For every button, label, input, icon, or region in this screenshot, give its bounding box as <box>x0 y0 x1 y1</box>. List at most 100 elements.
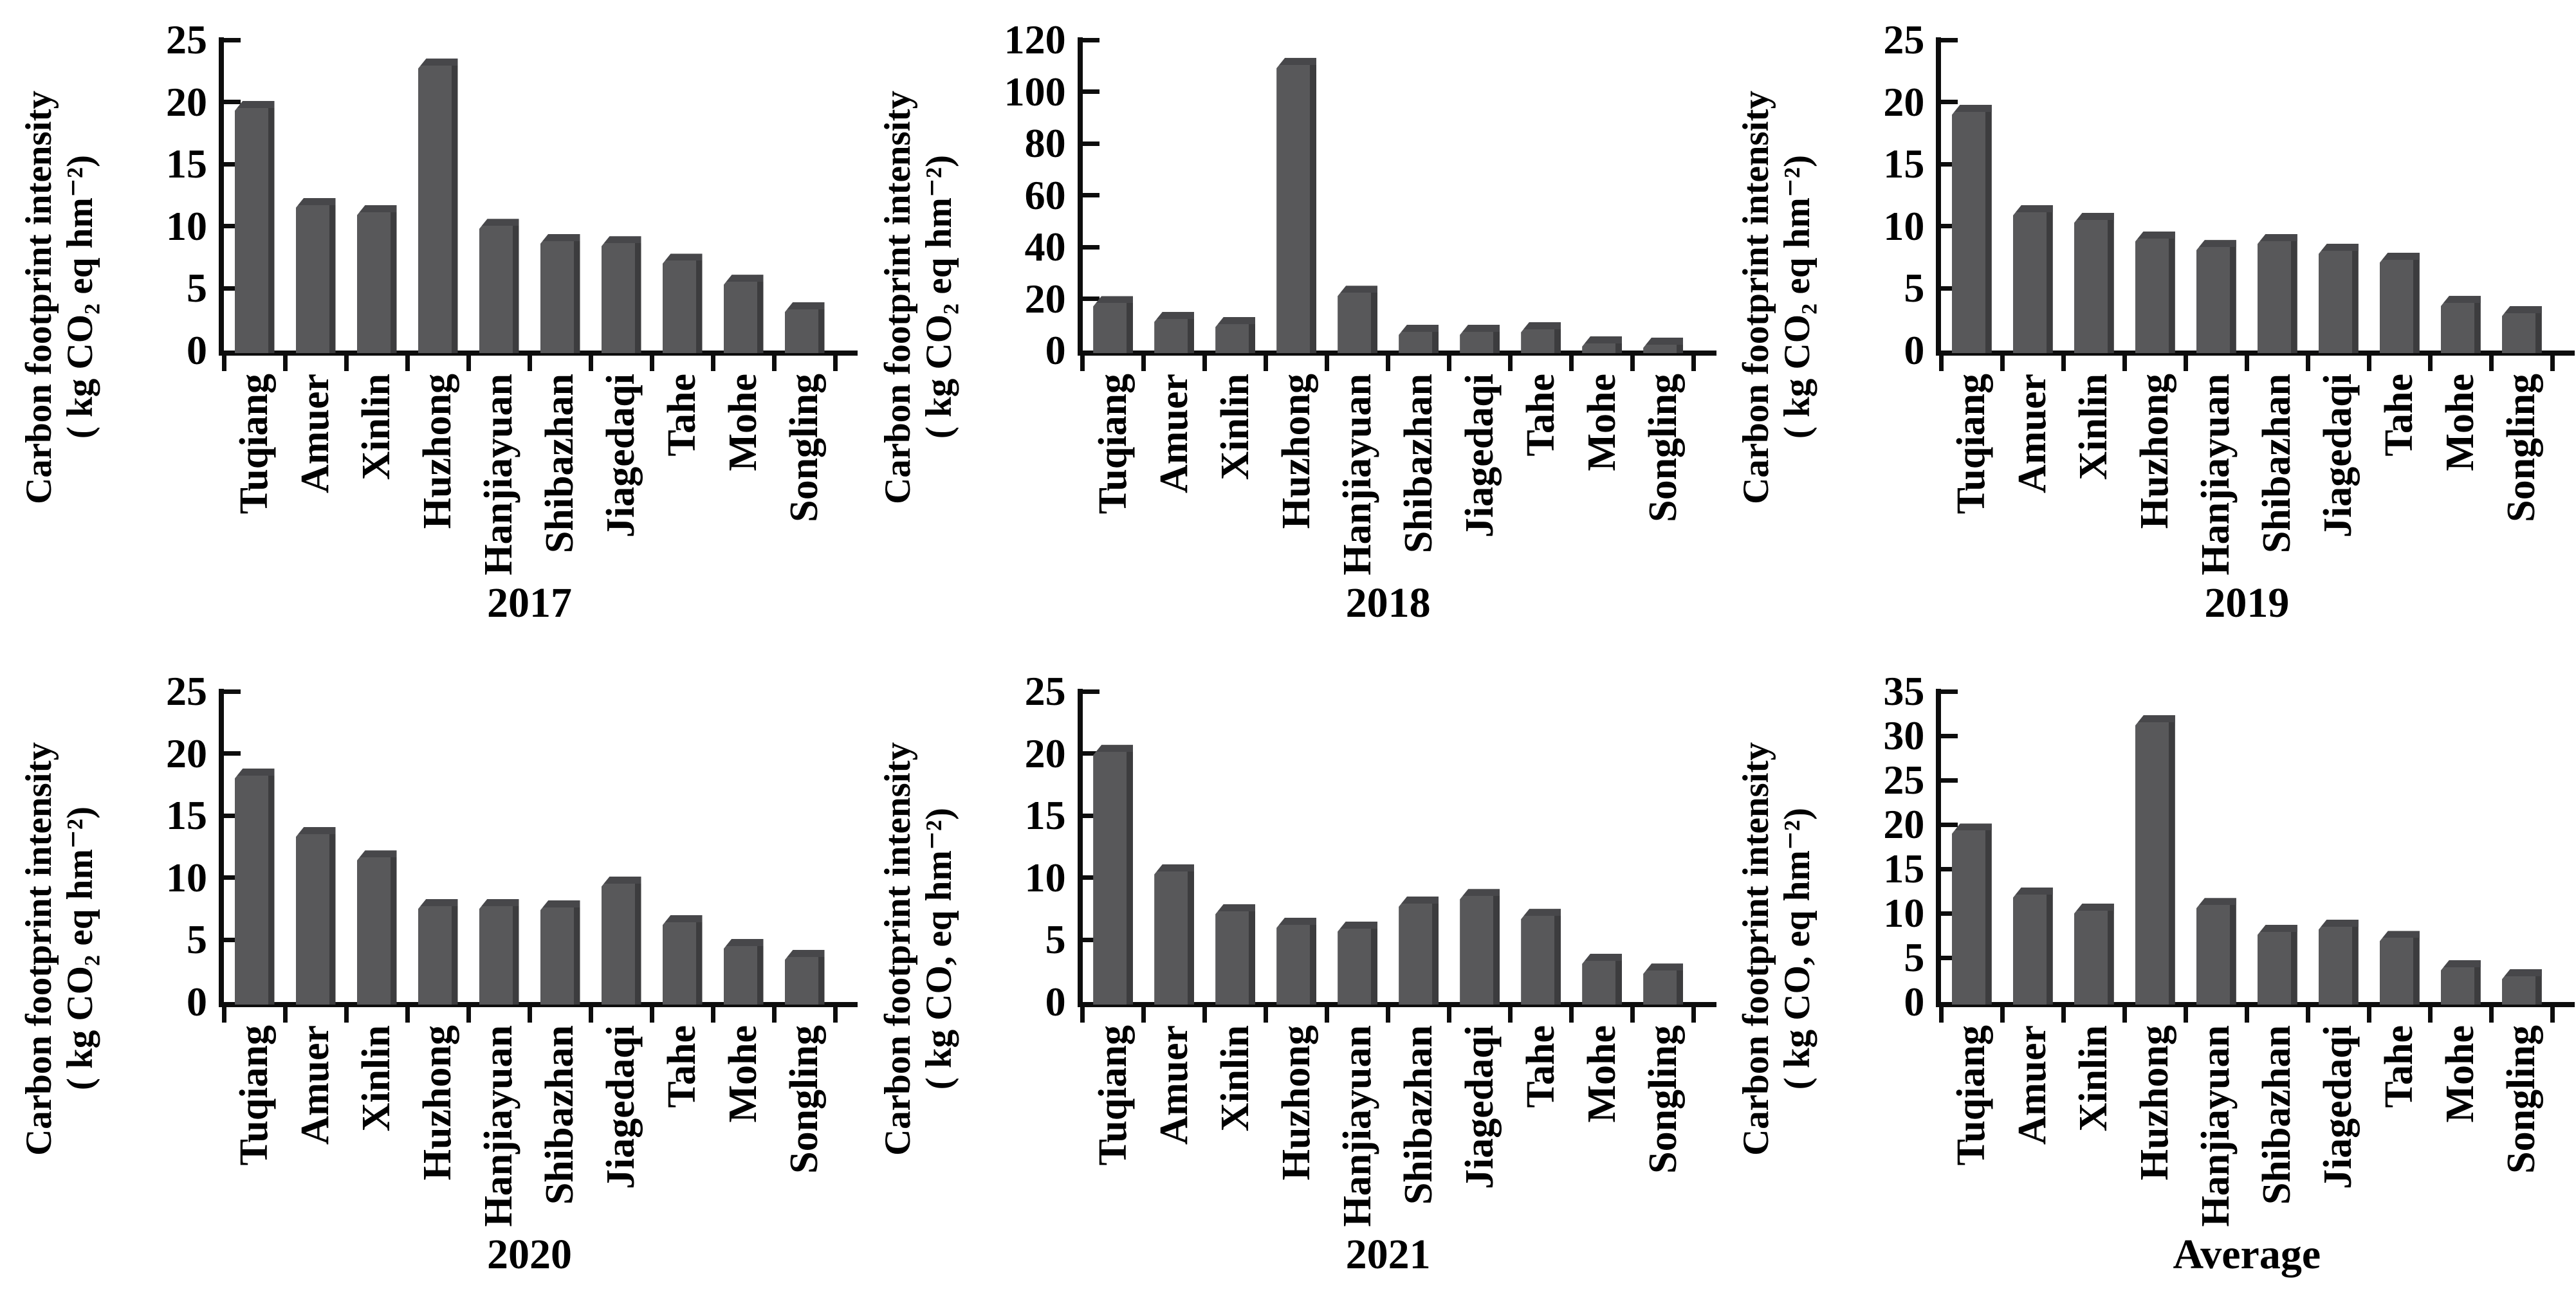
y-tick-label: 20 <box>166 78 207 125</box>
y-axis-tick-mark <box>224 875 241 880</box>
y-tick-label: 5 <box>187 265 207 311</box>
x-category-label-text: Tuqiang <box>232 374 276 515</box>
x-axis-tick-mark <box>2244 1007 2249 1023</box>
x-category-label-text: Tahe <box>2377 374 2422 457</box>
y-tick-label: 15 <box>166 792 207 839</box>
x-axis-tick-mark <box>2183 1007 2188 1023</box>
x-category-label-tahe: Tahe <box>1511 374 1572 605</box>
x-category-label-text: Hanjiayuan <box>2194 374 2238 576</box>
x-category-label-hanjiayuan: Hanjiayuan <box>1327 1025 1388 1257</box>
x-category-label-xinlin: Xinlin <box>2063 374 2124 605</box>
x-category-label-jiagedaqi: Jiagedaqi <box>2308 374 2369 605</box>
x-category-label-tuqiang: Tuqiang <box>1083 374 1144 605</box>
y-axis-tick-mark <box>224 286 241 291</box>
x-category-label-songling: Songling <box>2491 374 2552 605</box>
x-axis-tick-mark <box>405 1007 410 1023</box>
y-axis-tick-mark <box>1941 733 1958 738</box>
bar-xinlin <box>356 850 397 1005</box>
x-axis-tick-mark <box>1080 1007 1085 1023</box>
x-category-label-text: Shibazhan <box>538 374 582 554</box>
bar-shibazhan <box>1399 324 1439 353</box>
x-category-label-text: Jiagedaqi <box>599 374 643 538</box>
x-category-label-text: Songling <box>2499 1025 2544 1174</box>
y-axis-tick-mark <box>224 161 241 167</box>
x-category-label-text: Songling <box>782 1025 826 1174</box>
x-category-label-tahe: Tahe <box>2369 1025 2430 1257</box>
x-category-label-amuer: Amuer <box>2002 374 2063 605</box>
bar-huzhong <box>1276 917 1317 1005</box>
x-category-label-text: Jiagedaqi <box>599 1025 643 1189</box>
bar-huzhong <box>1276 58 1317 353</box>
x-category-label-text: Huzhong <box>1274 1025 1318 1181</box>
bar-xinlin <box>2074 903 2114 1005</box>
bar-hanjiayuan <box>1338 921 1378 1005</box>
x-category-label-amuer: Amuer <box>1144 1025 1205 1257</box>
x-axis-tick-mark <box>2122 356 2127 371</box>
y-tick-label: 15 <box>166 141 207 187</box>
x-axis-title: 2019 <box>2204 579 2290 626</box>
x-axis-tick-mark <box>833 356 838 371</box>
y-axis-tick-mark <box>1941 822 1958 827</box>
x-axis-tick-mark <box>344 1007 349 1023</box>
y-tick-label: 0 <box>1904 327 1925 373</box>
bar-huzhong <box>418 898 458 1005</box>
y-axis-tick-mark <box>224 751 241 756</box>
y-tick-label: 5 <box>187 916 207 963</box>
x-category-label-text: Xinlin <box>2072 374 2116 480</box>
bar-songling <box>1643 963 1684 1005</box>
bar-songling <box>1643 337 1684 353</box>
x-category-label-text: Tahe <box>660 1025 704 1108</box>
x-category-label-songling: Songling <box>774 374 835 605</box>
x-category-label-text: Hanjiayuan <box>1335 374 1379 576</box>
x-category-label-text: Hanjiayuan <box>477 1025 520 1227</box>
y-axis-tick-mark <box>224 100 241 105</box>
y-tick-label: 40 <box>1024 224 1066 269</box>
bar-amuer <box>295 826 336 1005</box>
y-tick-label: 15 <box>1883 846 1925 891</box>
x-axis-tick-mark <box>1264 356 1269 371</box>
x-category-label-text: Hanjiayuan <box>477 374 520 576</box>
x-category-label-text: Tuqiang <box>1949 1025 1994 1166</box>
x-category-label-text: Songling <box>1641 374 1685 522</box>
y-axis-label-line1: Carbon footprint intensity <box>19 742 60 1156</box>
y-axis-tick-mark <box>1082 193 1099 197</box>
x-axis-line <box>1077 351 1716 356</box>
x-axis-tick-mark <box>2183 356 2188 371</box>
x-category-label-xinlin: Xinlin <box>1205 374 1266 605</box>
x-axis-line <box>1936 351 2575 356</box>
y-axis-line <box>219 37 224 356</box>
x-axis-tick-mark <box>282 1007 288 1023</box>
x-category-label-amuer: Amuer <box>2002 1025 2063 1257</box>
bar-mohe <box>2440 960 2481 1005</box>
y-tick-label: 25 <box>1883 17 1925 62</box>
x-category-label-text: Tahe <box>2377 1025 2422 1108</box>
chart-panel-2020: Carbon footprint intensity( kg CO₂ eq hm… <box>0 652 859 1303</box>
x-axis-tick-mark <box>1080 356 1085 371</box>
y-axis-tick-mark <box>1941 689 1958 694</box>
x-category-label-text: Huzhong <box>2133 1025 2177 1181</box>
x-category-label-text: Tuqiang <box>1090 374 1135 515</box>
bar-songling <box>784 949 825 1005</box>
x-axis-tick-mark <box>2000 1007 2005 1023</box>
y-axis-line <box>219 689 224 1007</box>
y-tick-label: 15 <box>1883 141 1925 187</box>
x-category-label-text: Songling <box>1641 1025 1685 1174</box>
y-axis-tick-mark <box>1082 813 1099 818</box>
y-axis-line <box>1077 37 1083 356</box>
bar-xinlin <box>1215 316 1256 353</box>
x-category-label-shibazhan: Shibazhan <box>2247 1025 2308 1257</box>
y-tick-label: 20 <box>166 730 207 776</box>
x-axis-tick-mark <box>2427 1007 2433 1023</box>
x-axis-tick-mark <box>527 356 532 371</box>
x-axis-line <box>1077 1002 1716 1007</box>
y-tick-label: 5 <box>1904 934 1925 980</box>
x-category-label-text: Jiagedaqi <box>1457 1025 1502 1189</box>
x-category-label-text: Tahe <box>1518 1025 1563 1108</box>
x-category-label-text: Jiagedaqi <box>1457 374 1502 538</box>
x-category-label-text: Hanjiayuan <box>1335 1025 1379 1227</box>
bar-amuer <box>1154 311 1195 353</box>
x-axis-tick-mark <box>1325 356 1330 371</box>
x-category-label-mohe: Mohe <box>713 374 774 605</box>
y-axis-tick-mark <box>1941 100 1958 105</box>
y-tick-label: 80 <box>1024 120 1066 166</box>
